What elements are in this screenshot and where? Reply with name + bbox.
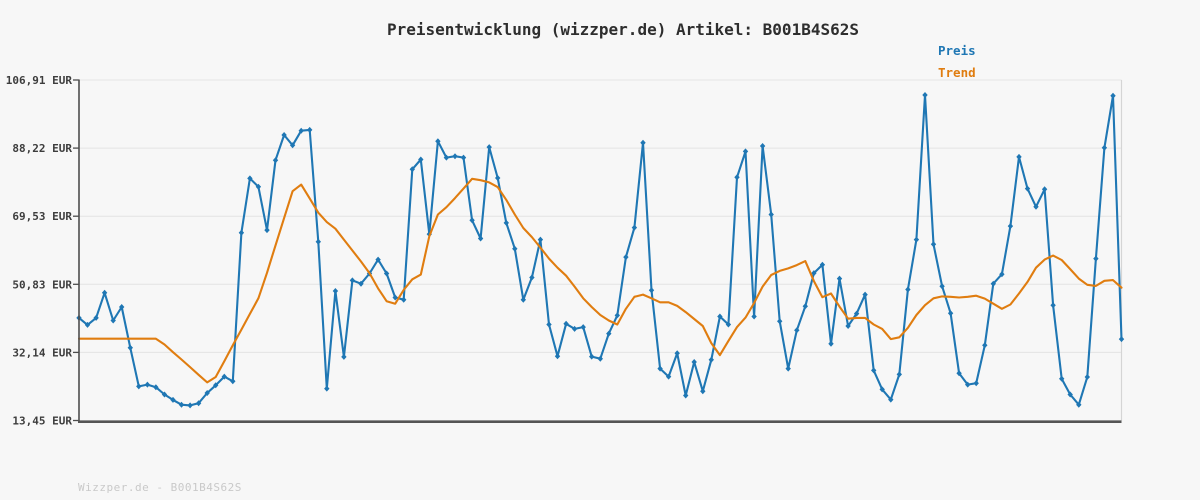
y-tick-label: 50,83 EUR bbox=[12, 278, 72, 291]
y-tick-label: 69,53 EUR bbox=[12, 210, 72, 223]
y-tick-label: 32,14 EUR bbox=[12, 346, 72, 359]
y-tick-label: 106,91 EUR bbox=[6, 74, 73, 87]
legend-item-preis: Preis bbox=[938, 43, 976, 58]
series-line-trend bbox=[77, 177, 1123, 384]
legend-item-trend: Trend bbox=[938, 65, 976, 80]
chart-legend: Preis Trend bbox=[938, 40, 976, 84]
chart-title: Preisentwicklung (wizzper.de) Artikel: B… bbox=[386, 20, 859, 39]
y-tick-label: 88,22 EUR bbox=[12, 142, 72, 155]
watermark-text: Wizzper.de - B001B4S62S bbox=[78, 481, 242, 494]
y-tick-label: 13,45 EUR bbox=[12, 415, 72, 428]
